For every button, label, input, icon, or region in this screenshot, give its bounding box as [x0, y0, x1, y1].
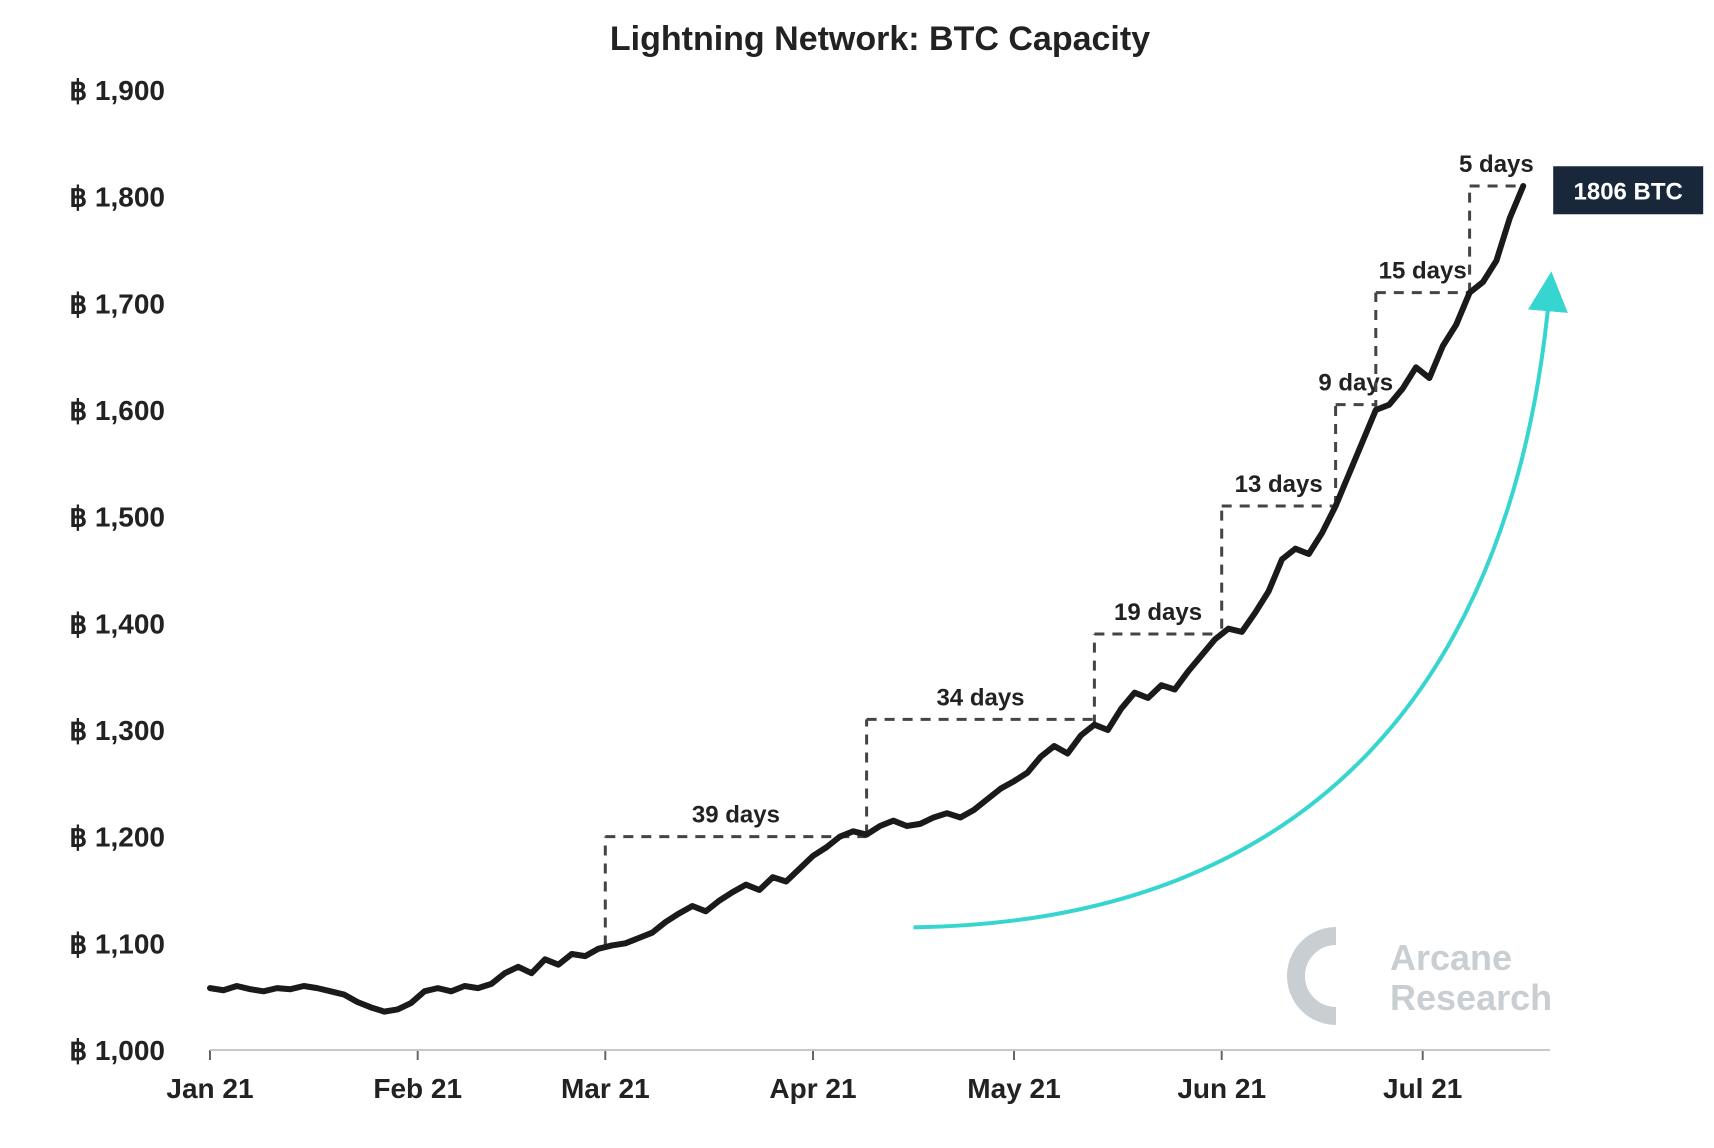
y-tick-label: ฿ 1,900: [69, 75, 165, 106]
brand-line1: Arcane: [1390, 937, 1512, 978]
chart-title: Lightning Network: BTC Capacity: [610, 20, 1150, 58]
step-label: 15 days: [1379, 258, 1467, 285]
x-tick-label: Mar 21: [561, 1073, 650, 1104]
brand-watermark: Arcane Research: [1296, 936, 1552, 1018]
step-annotations: 39 days 34 days 19 days 13 days 9 days 15 day…: [605, 151, 1533, 945]
step-label: 13 days: [1235, 471, 1323, 498]
step-label: 39 days: [692, 802, 780, 829]
y-tick-label: ฿ 1,000: [69, 1035, 165, 1066]
brand-line2: Research: [1390, 977, 1552, 1018]
step-label: 5 days: [1459, 151, 1534, 178]
line-series: [210, 186, 1523, 1012]
y-tick-label: ฿ 1,500: [69, 502, 165, 533]
y-tick-label: ฿ 1,600: [69, 395, 165, 426]
x-axis: Jan 21 Feb 21 Mar 21 Apr 21 May 21 Jun 21 Jul …: [166, 1050, 1462, 1104]
step-label: 9 days: [1318, 370, 1393, 397]
step-label: 34 days: [936, 684, 1024, 711]
y-axis: ฿ 1,000 ฿ 1,100 ฿ 1,200 ฿ 1,300 ฿ 1,400 ฿ 1,5…: [69, 75, 165, 1066]
x-tick-label: May 21: [967, 1073, 1060, 1104]
x-tick-label: Jan 21: [166, 1073, 253, 1104]
end-value-badge: 1806 BTC: [1553, 166, 1703, 214]
step-label: 19 days: [1114, 599, 1202, 626]
chart-container: Lightning Network: BTC Capacity ฿ 1,000฿…: [0, 0, 1714, 1148]
y-tick-label: ฿ 1,100: [69, 928, 165, 959]
x-tick-label: Jun 21: [1177, 1073, 1266, 1104]
line-chart-svg: Lightning Network: BTC Capacity ฿ 1,000฿…: [0, 0, 1714, 1148]
y-tick-label: ฿ 1,700: [69, 288, 165, 319]
curved-arrow: [914, 287, 1551, 927]
x-tick-label: Feb 21: [373, 1073, 462, 1104]
end-value-text: 1806 BTC: [1574, 178, 1683, 205]
y-tick-label: ฿ 1,300: [69, 715, 165, 746]
x-tick-label: Jul 21: [1383, 1073, 1462, 1104]
y-tick-label: ฿ 1,200: [69, 822, 165, 853]
y-tick-label: ฿ 1,400: [69, 608, 165, 639]
y-tick-label: ฿ 1,800: [69, 182, 165, 213]
x-tick-label: Apr 21: [769, 1073, 856, 1104]
brand-icon: [1296, 936, 1336, 1016]
